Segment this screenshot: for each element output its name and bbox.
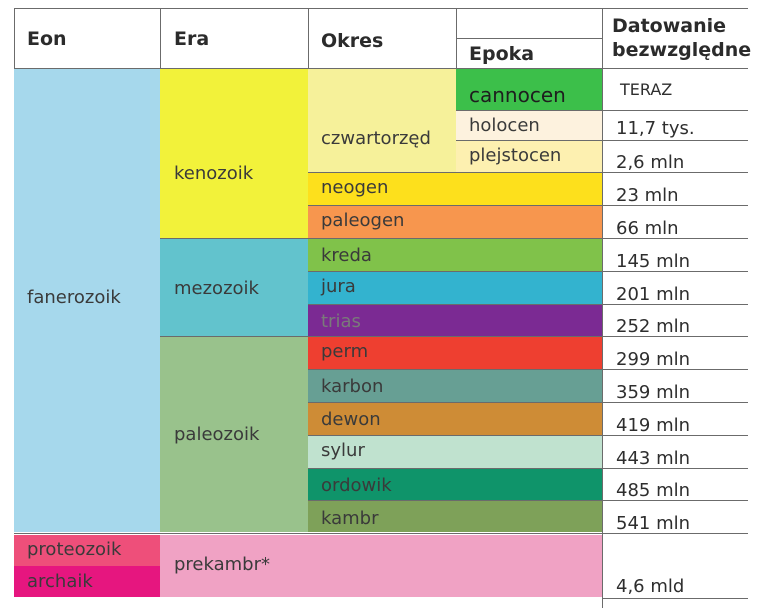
grid-line <box>308 271 748 272</box>
grid-line <box>14 8 748 9</box>
kambr-cell <box>308 500 602 532</box>
grid-line <box>308 435 748 436</box>
period-karbon: karbon <box>321 376 384 397</box>
eon-proteozoik: proteozoik <box>27 539 122 560</box>
grid-line <box>308 304 748 305</box>
date-jura: 201 mln <box>616 284 691 305</box>
jura-cell <box>308 271 602 304</box>
grid-line <box>160 8 161 68</box>
period-sylur: sylur <box>321 440 365 461</box>
date-kreda: 145 mln <box>616 251 691 272</box>
date-kambr: 541 mln <box>616 513 691 534</box>
kreda-cell <box>308 238 602 271</box>
period-paleogen: paleogen <box>321 210 405 231</box>
grid-line <box>14 533 748 534</box>
era-prekambr: prekambr* <box>174 554 271 575</box>
period-jura: jura <box>321 276 356 297</box>
era-kenozoik: kenozoik <box>174 163 254 184</box>
grid-line <box>308 205 748 206</box>
grid-line <box>308 172 748 173</box>
date-trias: 252 mln <box>616 316 691 337</box>
epoch-cannocen: cannocen <box>469 83 566 107</box>
date-plejstocen: 2,6 mln <box>616 152 685 173</box>
date-holocen: 11,7 tys. <box>616 118 695 139</box>
header-eon: Eon <box>27 28 67 50</box>
grid-line <box>160 238 748 239</box>
grid-line <box>456 8 457 68</box>
date-perm: 299 mln <box>616 349 691 370</box>
date-karbon: 359 mln <box>616 382 691 403</box>
period-kreda: kreda <box>321 245 372 266</box>
grid-line <box>308 500 748 501</box>
grid-line <box>308 369 748 370</box>
date-dewon: 419 mln <box>616 415 691 436</box>
trias-cell <box>308 304 602 336</box>
plejstocen-cell <box>456 140 602 172</box>
neogen-cell <box>308 172 602 205</box>
eon-archaik: archaik <box>27 571 93 592</box>
dewon-cell <box>308 402 602 435</box>
epoch-holocen: holocen <box>469 115 540 136</box>
date-prekambr: 4,6 mld <box>616 576 685 597</box>
date-paleogen: 66 mln <box>616 218 679 239</box>
header-datowanie-line2: bezwzględne <box>612 39 752 61</box>
period-kambr: kambr <box>321 508 379 529</box>
grid-line <box>14 8 15 68</box>
period-dewon: dewon <box>321 409 381 430</box>
prekambr-cell <box>160 535 602 597</box>
grid-line <box>308 468 748 469</box>
fanerozoik-cell <box>14 68 160 532</box>
header-datowanie-line1: Datowanie <box>612 15 727 37</box>
paleozoik-cell <box>160 336 308 532</box>
header-era: Era <box>174 28 210 50</box>
date-teraz: TERAZ <box>620 80 673 99</box>
period-neogen: neogen <box>321 177 389 198</box>
date-sylur: 443 mln <box>616 448 691 469</box>
mezozoik-cell <box>160 238 308 336</box>
grid-line <box>308 8 309 68</box>
period-czwartorzed: czwartorzęd <box>321 128 431 149</box>
eon-fanerozoik: fanerozoik <box>27 287 121 308</box>
paleogen-cell <box>308 205 602 238</box>
grid-line <box>456 38 602 39</box>
cannocen-cell <box>456 68 602 110</box>
archaik-cell <box>14 566 160 597</box>
period-perm: perm <box>321 341 369 362</box>
header-okres: Okres <box>321 30 384 52</box>
period-ordowik: ordowik <box>321 475 392 496</box>
date-neogen: 23 mln <box>616 185 679 206</box>
header-datowanie: Datowanie bezwzględne <box>612 14 751 62</box>
epoch-plejstocen: plejstocen <box>469 145 562 166</box>
period-trias: trias <box>321 311 361 332</box>
ordowik-cell <box>308 468 602 500</box>
czwartorzed-cell <box>308 68 456 172</box>
era-paleozoik: paleozoik <box>174 424 260 445</box>
date-ordowik: 485 mln <box>616 480 691 501</box>
perm-cell <box>308 336 602 369</box>
grid-line <box>308 402 748 403</box>
sylur-cell <box>308 435 602 468</box>
kenozoik-cell <box>160 68 308 238</box>
grid-line <box>602 598 748 599</box>
holocen-cell <box>456 110 602 140</box>
era-mezozoik: mezozoik <box>174 278 259 299</box>
grid-line <box>602 8 603 608</box>
grid-line <box>160 336 748 337</box>
grid-line <box>14 68 748 69</box>
header-epoka: Epoka <box>469 43 535 65</box>
karbon-cell <box>308 369 602 402</box>
proteozoik-cell <box>14 535 160 566</box>
